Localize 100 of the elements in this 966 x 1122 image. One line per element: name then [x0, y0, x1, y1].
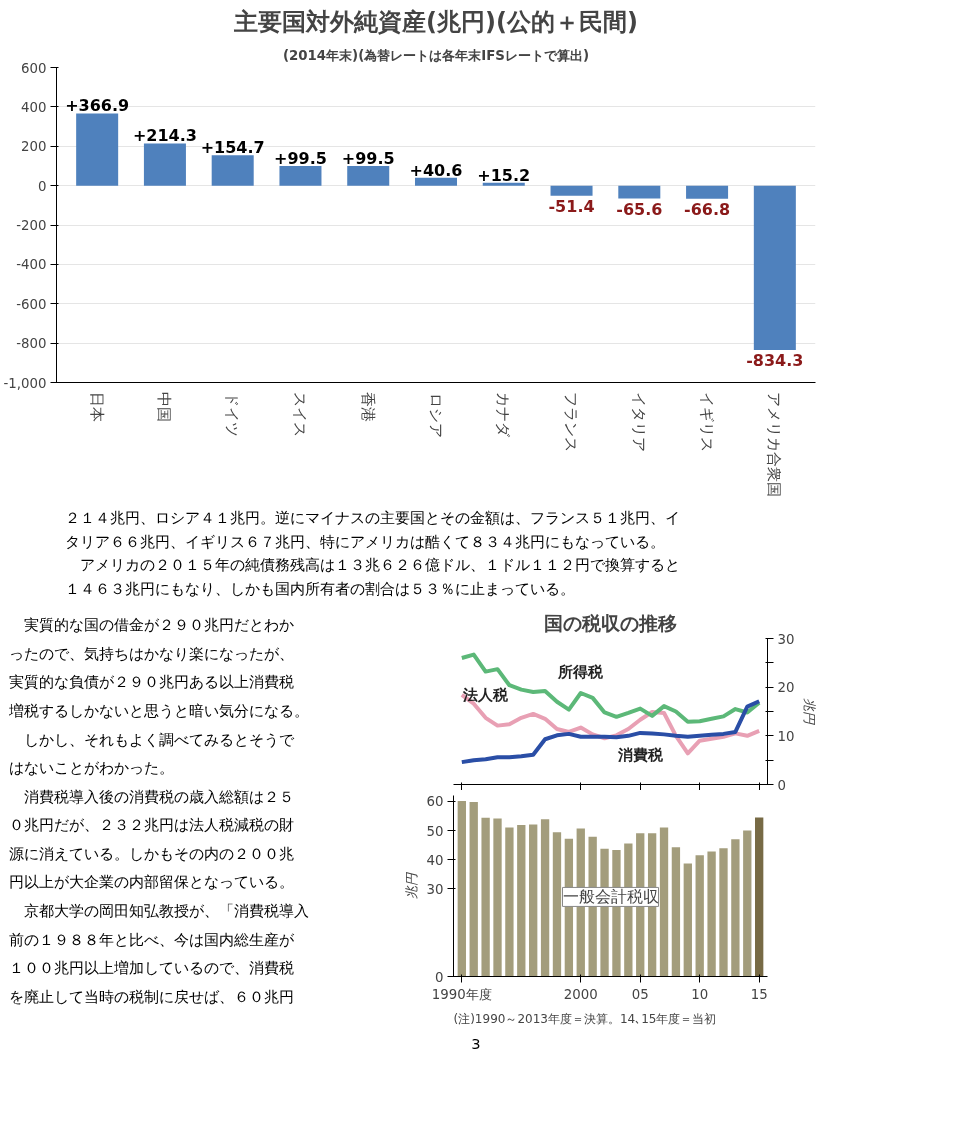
x-tick-label: 05 — [631, 986, 649, 1002]
x-tick-label: ドイツ — [224, 392, 242, 438]
bar — [414, 177, 458, 186]
bar — [618, 185, 661, 199]
y-tick-label: 30 — [426, 881, 444, 897]
y-axis-title: 兆円 — [802, 698, 818, 726]
y-tick-label: 20 — [777, 680, 795, 696]
data-label: +214.3 — [132, 126, 197, 146]
bar — [695, 855, 704, 977]
text: タリア６６兆円、イギリス６７兆円、特にアメリカは酷くて８３４兆円にもなっている。 — [64, 532, 665, 550]
annotation: 一般会計税収 — [562, 887, 659, 907]
data-label: -66.8 — [684, 199, 731, 219]
x-tick-label: 10 — [691, 986, 709, 1002]
y-tick-label: 0 — [435, 969, 444, 985]
x-tick-label: カナダ — [495, 392, 513, 439]
bar — [671, 847, 681, 977]
line-series — [459, 652, 762, 724]
data-label: +99.5 — [341, 149, 395, 169]
x-tick-label: 日本 — [88, 392, 106, 423]
y-tick-label: -400 — [16, 257, 47, 273]
data-label: -834.3 — [746, 350, 804, 370]
text: 実質的な国の借金が２９０兆円だとわか — [9, 616, 295, 634]
x-tick-label: 中国 — [156, 392, 174, 423]
series-label: 所得税 — [557, 662, 605, 680]
text: しかし、それもよく調べてみるとそうで — [9, 730, 296, 748]
bar — [493, 818, 502, 977]
data-label: +154.7 — [200, 138, 265, 158]
bar — [505, 827, 514, 977]
text: ０兆円だが、２３２兆円は法人税減税の財 — [9, 816, 295, 834]
text: アメリカの２０１５年の純債務残高は１３兆６２６億ドル、１ドル１１２円で換算すると — [64, 556, 680, 574]
x-tick-label: 香港 — [359, 392, 377, 423]
bar — [753, 185, 796, 350]
text: 消費税導入後の消費税の歳入総額は２５ — [9, 787, 295, 805]
y-tick-label: 30 — [777, 631, 795, 647]
y-tick-label: -1,000 — [3, 375, 47, 391]
bar — [457, 801, 466, 977]
bar — [731, 839, 740, 977]
data-label: +15.2 — [477, 165, 531, 185]
data-label: -51.4 — [548, 196, 595, 216]
x-tick-label: 2000 — [563, 986, 598, 1002]
x-tick-label: フランス — [563, 392, 581, 453]
bar — [743, 830, 752, 977]
bar — [279, 166, 322, 186]
bar — [719, 848, 728, 977]
y-tick-label: 40 — [426, 852, 444, 868]
bar — [550, 185, 593, 196]
text: 実質的な負債が２９０兆円ある以上消費税 — [9, 673, 295, 691]
bar — [659, 827, 669, 977]
x-tick-label: ロシア — [427, 392, 445, 438]
y-tick-label: 10 — [777, 728, 795, 744]
bar — [552, 832, 562, 977]
text: ったので、気持ちはかなり楽になったが、 — [9, 644, 295, 662]
x-tick-label: 1990年度 — [431, 986, 492, 1002]
x-tick-label: 15 — [750, 986, 768, 1002]
text: 円以上が大企業の内部留保となっている。 — [9, 873, 295, 891]
text: 増税するしかないと思うと暗い気分になる。 — [8, 702, 310, 719]
y-tick-label: 200 — [21, 139, 47, 155]
bar — [211, 155, 254, 186]
bar — [517, 824, 526, 977]
text: 京都大学の岡田知弘教授が、「消費税導入 — [9, 902, 310, 919]
text: 前の１９８８年と比べ、今は国内総生産が — [9, 930, 296, 948]
bar — [76, 113, 119, 186]
bar — [482, 182, 525, 186]
x-tick-label: イギリス — [698, 392, 716, 453]
text: を廃止して当時の税制に戻せば、６０兆円 — [9, 987, 295, 1005]
y-tick-label: 600 — [21, 60, 47, 76]
bar — [755, 817, 764, 977]
y-tick-label: -200 — [16, 218, 47, 233]
text: １００兆円以上増加しているので、消費税 — [9, 959, 295, 977]
bar — [469, 801, 478, 977]
y-tick-label: -800 — [16, 336, 47, 352]
chart-subtitle: (2014年末)(為替レートは各年末IFSレートで算出) — [282, 47, 590, 63]
chart-title: 主要国対外純資産(兆円)(公的＋民間) — [233, 7, 638, 36]
bar — [347, 166, 390, 186]
y-tick-label: 0 — [38, 178, 47, 194]
y-tick-label: 0 — [777, 777, 786, 793]
data-label: +366.9 — [65, 96, 130, 116]
chart-title: 国の税収の推移 — [544, 612, 677, 634]
x-tick-label: スイス — [291, 392, 309, 438]
y-tick-label: -600 — [16, 296, 47, 312]
x-tick-label: アメリカ合衆国 — [766, 392, 784, 498]
text: (注)1990～2013年度＝決算。14､15年度＝当初 — [453, 1011, 717, 1026]
data-label: -65.6 — [616, 199, 663, 219]
y-tick-label: 50 — [426, 823, 444, 839]
text: 3 — [471, 1034, 481, 1052]
data-label: +99.5 — [274, 149, 327, 169]
y-tick-label: 60 — [426, 794, 444, 810]
series-label: 消費税 — [616, 746, 664, 764]
y-tick-label: 400 — [21, 99, 47, 115]
text: ２１４兆円、ロシア４１兆円。逆にマイナスの主要国とその金額は、フランス５１兆円、イ — [64, 508, 680, 526]
bar — [481, 817, 490, 977]
data-label: +40.6 — [409, 160, 463, 180]
bar — [683, 863, 692, 977]
bar — [540, 819, 550, 977]
bar — [707, 851, 716, 977]
y-axis-title: 兆円 — [403, 872, 419, 899]
text: はないことがわかった。 — [9, 759, 175, 777]
text: 源に消えている。しかもその内の２００兆 — [9, 844, 295, 862]
bar — [686, 185, 729, 199]
bar — [529, 824, 538, 977]
